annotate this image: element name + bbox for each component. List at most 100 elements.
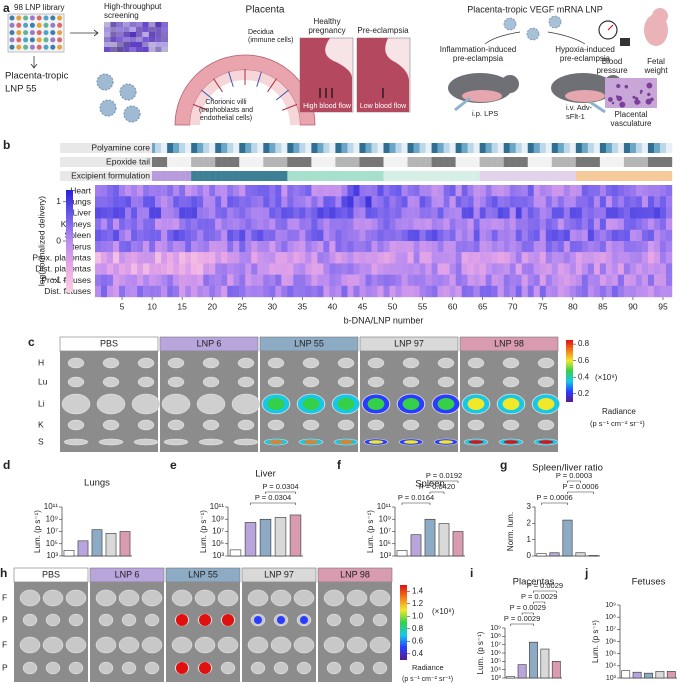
heat-cell	[371, 218, 378, 230]
bar	[274, 517, 287, 557]
annot-cell	[527, 171, 534, 181]
bar	[119, 531, 131, 557]
heat-cell	[221, 196, 228, 208]
annot-cell	[179, 171, 186, 181]
heat-cell	[629, 196, 637, 208]
heat-cell	[293, 252, 300, 264]
heat-cell	[443, 252, 450, 264]
organ	[161, 393, 191, 415]
heat-cell	[179, 252, 186, 264]
heat-cell	[485, 218, 492, 230]
sig-bracket	[567, 480, 581, 483]
heat-cell	[215, 207, 222, 219]
annot-cell	[203, 157, 210, 167]
heat-cell	[551, 263, 559, 275]
bar	[396, 550, 408, 557]
heat-cell	[515, 229, 522, 242]
axis-title: Lum. (p s⁻¹)	[199, 510, 208, 553]
heat-cell	[227, 207, 234, 219]
annot-cell	[197, 171, 204, 181]
heat-cell	[401, 241, 408, 253]
annot-cell	[377, 143, 384, 153]
library-dot	[9, 15, 15, 21]
heat-cell	[131, 218, 138, 230]
heat-cell	[431, 241, 438, 253]
heat-cell	[611, 196, 619, 208]
sig-bracket	[533, 601, 546, 604]
screen-cell	[110, 37, 117, 42]
label: High-throughput	[104, 2, 162, 11]
heat-cell	[107, 185, 114, 197]
bar	[575, 552, 586, 557]
heat-cell	[185, 196, 192, 208]
annot-cell	[161, 143, 168, 153]
flow-arrows	[319, 88, 333, 98]
heat-cell	[125, 229, 132, 242]
axis-title: Norm. lum.	[506, 512, 515, 551]
heat-cell	[131, 241, 138, 253]
heat-cell	[239, 218, 246, 230]
y-tick-label: 10⁸	[490, 633, 501, 640]
signal	[176, 662, 188, 674]
heat-cell	[557, 274, 565, 286]
heat-cell	[473, 285, 480, 298]
heat-cell	[503, 241, 510, 253]
heat-cell	[557, 207, 565, 219]
heat-cell	[443, 185, 450, 197]
screen-cell	[142, 47, 149, 52]
tissue	[171, 636, 193, 654]
heat-cell	[317, 241, 324, 253]
heat-cell	[563, 252, 571, 264]
annot-cell	[557, 171, 565, 181]
label: pre-eclampsia	[560, 54, 611, 63]
heat-cell	[239, 196, 246, 208]
annot-cell	[635, 171, 643, 181]
y-tick-label: 10⁵	[212, 539, 224, 548]
heat-cell	[635, 285, 643, 298]
heat-cell	[113, 241, 120, 253]
heat-cell	[641, 207, 649, 219]
heat-cell	[515, 263, 522, 275]
label: Placenta	[246, 5, 285, 16]
heat-cell	[587, 241, 595, 253]
heat-cell	[479, 274, 486, 286]
annot-cell	[617, 171, 625, 181]
heat-cell	[629, 218, 637, 230]
heat-cell	[641, 229, 649, 242]
screen-cell	[123, 37, 130, 42]
heat-cell	[413, 263, 420, 275]
library-dot	[23, 44, 29, 50]
heat-cell	[245, 218, 252, 230]
heat-cell	[191, 196, 198, 208]
signal	[537, 398, 555, 410]
sig-bracket	[401, 502, 431, 505]
screen-cell	[104, 22, 111, 27]
heat-cell	[401, 218, 408, 230]
heat-cell	[113, 196, 120, 208]
heat-cell	[551, 196, 559, 208]
annot-cell	[593, 171, 601, 181]
screen-cell	[136, 42, 143, 47]
annot-cell	[293, 143, 300, 153]
lnp	[99, 99, 117, 117]
heat-cell	[155, 218, 162, 230]
heat-cell	[635, 252, 643, 264]
annot-cell	[545, 171, 552, 181]
tissue	[270, 589, 292, 607]
heat-cell	[221, 263, 228, 275]
heat-cell	[617, 285, 625, 298]
heat-cell	[113, 229, 120, 242]
heat-cell	[521, 196, 528, 208]
screen-cell	[104, 42, 111, 47]
heat-cell	[125, 196, 132, 208]
heat-cell	[377, 229, 384, 242]
vessel	[647, 92, 651, 97]
lnp	[548, 15, 562, 29]
heat-cell	[395, 263, 402, 275]
annot-cell	[593, 157, 601, 167]
signal	[402, 398, 420, 410]
signal	[437, 398, 455, 410]
heat-cell	[455, 285, 462, 298]
heat-cell	[341, 218, 348, 230]
heat-cell	[551, 241, 559, 253]
